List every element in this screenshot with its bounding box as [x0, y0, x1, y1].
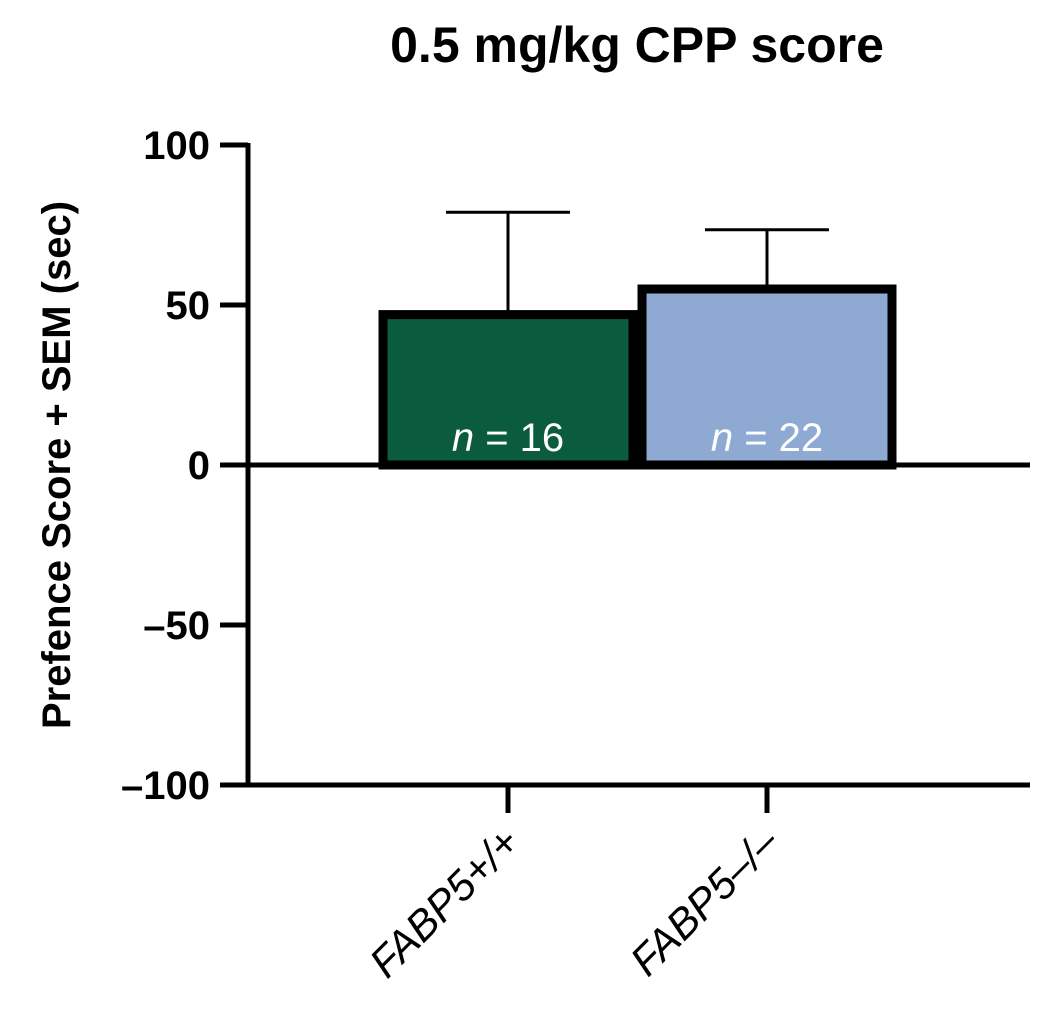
n-label-variable: n: [711, 416, 733, 460]
n-label: n = 16: [452, 416, 564, 460]
n-label-value: = 22: [733, 416, 823, 460]
x-tick-label: FABP5–/–: [621, 818, 788, 985]
y-tick-label: 50: [166, 284, 211, 328]
x-tick-label: FABP5+/+: [360, 818, 528, 986]
chart-title: 0.5 mg/kg CPP score: [390, 17, 884, 73]
y-tick-label: –100: [121, 764, 210, 808]
n-labels-group: n = 16 n = 22: [452, 416, 823, 460]
y-tick-label: 100: [143, 124, 210, 168]
n-label: n = 22: [711, 416, 823, 460]
n-label-value: = 16: [474, 416, 564, 460]
y-tick-label: –50: [143, 604, 210, 648]
y-axis-label: Prefence Score + SEM (sec): [35, 201, 79, 729]
bars-group: [378, 284, 897, 470]
y-tick-label: 0: [188, 444, 210, 488]
n-label-variable: n: [452, 416, 474, 460]
x-ticks-group: FABP5+/+ FABP5–/–: [360, 785, 788, 986]
error-bars-group: [446, 210, 829, 315]
y-ticks-group: 100 50 0 –50 –100: [121, 124, 248, 808]
